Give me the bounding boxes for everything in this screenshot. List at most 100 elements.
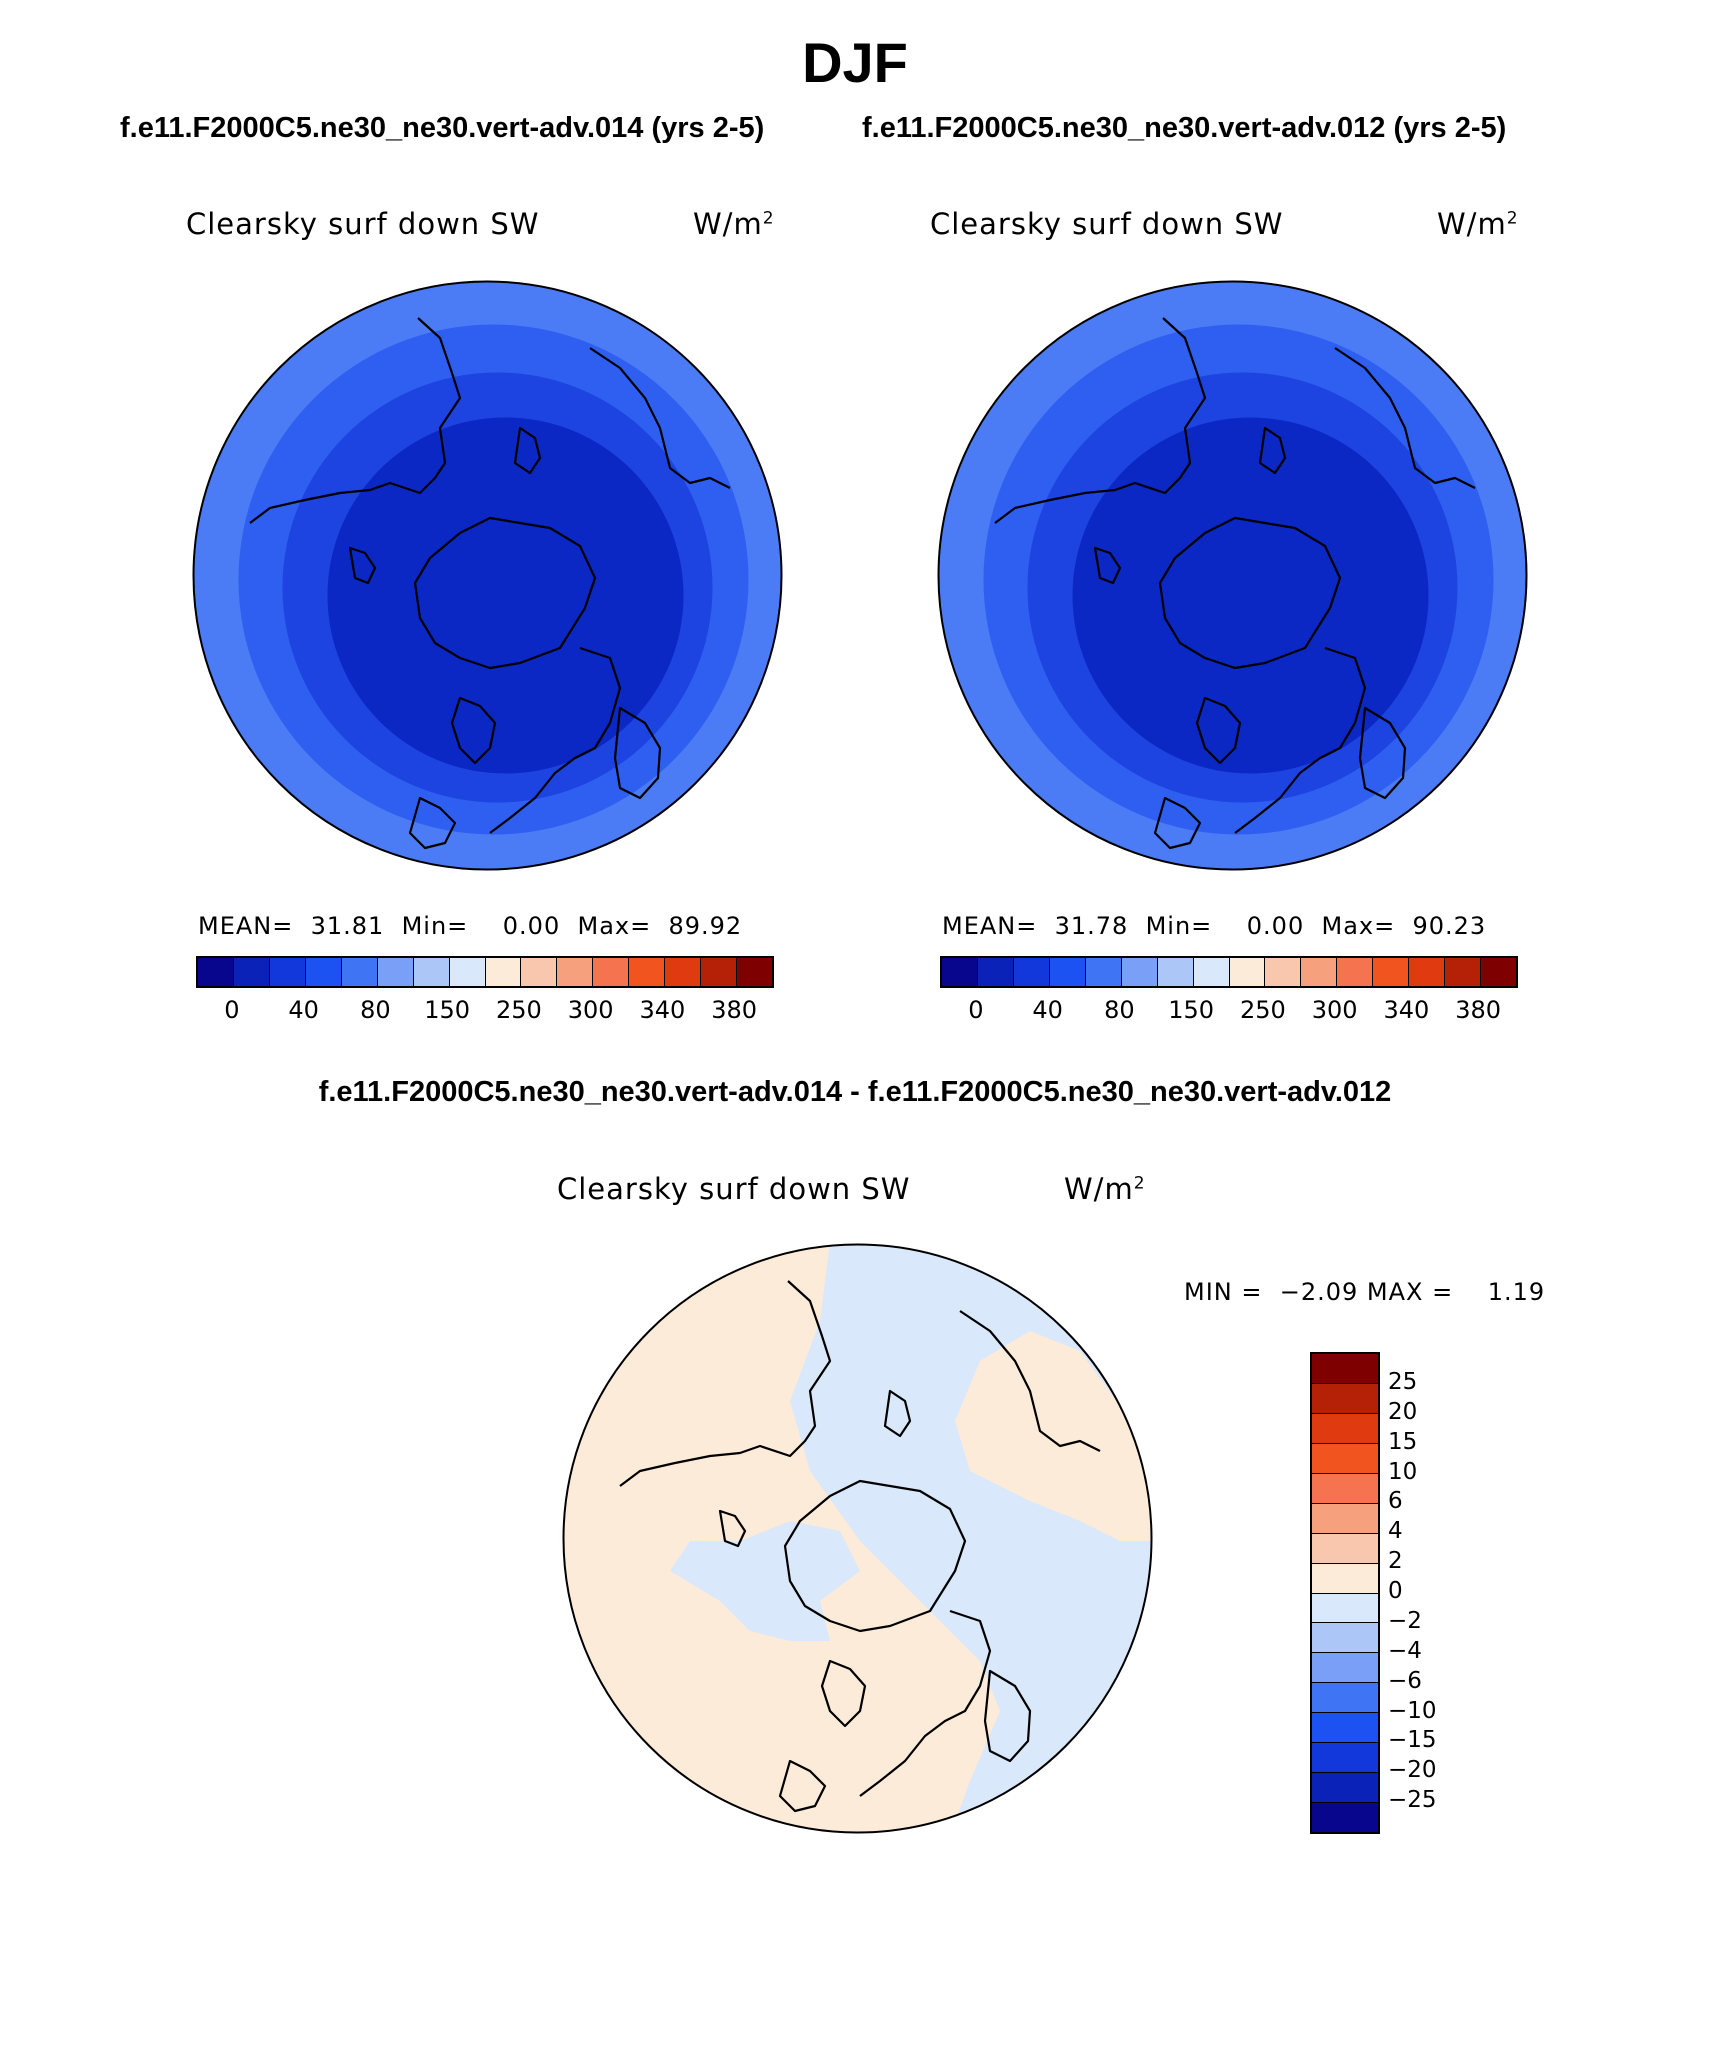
colorbar-tick-label: 2 xyxy=(1388,1548,1403,1575)
colorbar-swatch xyxy=(1229,958,1266,986)
colorbar-tick-label: −6 xyxy=(1388,1667,1422,1694)
coastline-4 xyxy=(489,646,622,834)
colorbar-tick-label: 0 xyxy=(1388,1578,1403,1604)
coastline-1 xyxy=(619,1280,832,1487)
coastline-7 xyxy=(1153,796,1202,850)
colorbar-tick-label: 380 xyxy=(1455,996,1502,1024)
colorbar-swatch xyxy=(1157,958,1194,986)
colorbar-swatch xyxy=(1312,1623,1378,1654)
map-boundary xyxy=(937,280,1528,871)
colorbar-swatch xyxy=(521,958,558,986)
coastline-9 xyxy=(883,1389,912,1438)
coastline-2 xyxy=(783,1479,967,1633)
contour-band-4 xyxy=(1072,417,1429,774)
coastline-9 xyxy=(513,426,542,475)
colorbar-swatch xyxy=(1312,1503,1378,1534)
coastline-4 xyxy=(859,1609,992,1797)
coastline-6 xyxy=(959,1310,1101,1452)
panel-1-stats: MEAN= 31.81 Min= 0.00 Max= 89.92 xyxy=(198,912,743,940)
coastline-4 xyxy=(1234,646,1367,834)
difference-units: W/m2 xyxy=(1064,1172,1146,1206)
colorbar-swatch xyxy=(557,958,594,986)
colorbar-swatch xyxy=(1312,1743,1378,1774)
colorbar-tick-label: 0 xyxy=(224,996,240,1024)
colorbar-swatch xyxy=(1312,1563,1378,1594)
difference-title: f.e11.F2000C5.ne30_ne30.vert-adv.014 - f… xyxy=(318,1076,1392,1108)
colorbar-tick-label: 20 xyxy=(1388,1398,1418,1425)
coastline-8 xyxy=(348,546,377,585)
colorbar-swatch xyxy=(269,958,306,986)
colorbar-swatch xyxy=(665,958,702,986)
colorbar-tick-label: 150 xyxy=(1168,996,1215,1024)
colorbar-swatch xyxy=(1312,1443,1378,1474)
colorbar-swatch xyxy=(1373,958,1410,986)
panel-1-polar-map xyxy=(192,280,783,871)
difference-polar-map xyxy=(562,1243,1153,1834)
colorbar-tick-label: 300 xyxy=(1311,996,1358,1024)
panel-2-variable-label: Clearsky surf down SW xyxy=(930,207,1284,241)
coastline-7 xyxy=(778,1759,827,1813)
colorbar-swatch xyxy=(701,958,738,986)
colorbar-swatch xyxy=(1121,958,1158,986)
colorbar-swatch xyxy=(942,958,978,986)
colorbar-swatch xyxy=(1312,1383,1378,1414)
map-boundary xyxy=(192,280,783,871)
difference-min-max: MIN = −2.09 MAX = 1.19 xyxy=(1184,1278,1546,1306)
colorbar-swatch xyxy=(1445,958,1482,986)
colorbar-tick-label: −25 xyxy=(1388,1787,1437,1814)
colorbar-swatch xyxy=(977,958,1014,986)
colorbar-swatch xyxy=(1265,958,1302,986)
coastline-1 xyxy=(994,317,1207,524)
coastline-2 xyxy=(413,516,597,670)
coastline-9 xyxy=(1258,426,1287,475)
panel-2-polar-map xyxy=(937,280,1528,871)
coastline-8 xyxy=(718,1509,747,1548)
colorbar-swatch xyxy=(737,958,772,986)
coastline-6 xyxy=(589,347,731,489)
colorbar-tick-label: 80 xyxy=(1104,996,1135,1024)
panel-1-units: W/m2 xyxy=(693,207,775,241)
coastline-5 xyxy=(983,1669,1032,1763)
colorbar-swatch xyxy=(305,958,342,986)
colorbar-swatch xyxy=(413,958,450,986)
colorbar-tick-label: 0 xyxy=(968,996,984,1024)
colorbar-swatch xyxy=(1481,958,1516,986)
coastline-3 xyxy=(820,1659,867,1728)
coastline-2 xyxy=(1158,516,1342,670)
colorbar-swatch xyxy=(1337,958,1374,986)
colorbar-swatch xyxy=(341,958,378,986)
colorbar-swatch xyxy=(1312,1354,1378,1384)
colorbar-tick-label: 250 xyxy=(495,996,542,1024)
coastline-5 xyxy=(613,706,662,800)
colorbar-swatch xyxy=(1312,1803,1378,1832)
colorbar-swatch xyxy=(1312,1773,1378,1804)
colorbar-swatch xyxy=(485,958,522,986)
negative-difference-region-1 xyxy=(790,1244,1152,1833)
panel-2-units: W/m2 xyxy=(1437,207,1519,241)
colorbar-tick-label: 6 xyxy=(1388,1488,1403,1515)
panel-2-stats: MEAN= 31.78 Min= 0.00 Max= 90.23 xyxy=(942,912,1487,940)
colorbar-swatch xyxy=(1193,958,1230,986)
colorbar-tick-label: 340 xyxy=(1383,996,1430,1024)
difference-variable-label: Clearsky surf down SW xyxy=(557,1172,911,1206)
colorbar-swatch xyxy=(1312,1713,1378,1744)
colorbar-swatch xyxy=(1312,1413,1378,1444)
contour-band-4 xyxy=(327,417,684,774)
coastline-8 xyxy=(1093,546,1122,585)
panel-1-variable-label: Clearsky surf down SW xyxy=(186,207,540,241)
coastline-3 xyxy=(450,696,497,765)
colorbar-tick-label: −15 xyxy=(1388,1727,1437,1754)
colorbar-swatch xyxy=(1312,1533,1378,1564)
colorbar-swatch xyxy=(1085,958,1122,986)
colorbar-tick-label: −2 xyxy=(1388,1607,1422,1634)
colorbar-tick-label: 80 xyxy=(360,996,391,1024)
map-boundary xyxy=(562,1243,1153,1834)
colorbar-tick-label: −10 xyxy=(1388,1697,1437,1724)
coastline-6 xyxy=(1334,347,1476,489)
colorbar-swatch xyxy=(1049,958,1086,986)
colorbar-swatch xyxy=(1312,1653,1378,1684)
colorbar-tick-label: 40 xyxy=(1032,996,1063,1024)
colorbar-tick-label: −20 xyxy=(1388,1757,1437,1784)
colorbar-tick-label: 4 xyxy=(1388,1518,1403,1545)
colorbar-swatch xyxy=(1312,1683,1378,1714)
